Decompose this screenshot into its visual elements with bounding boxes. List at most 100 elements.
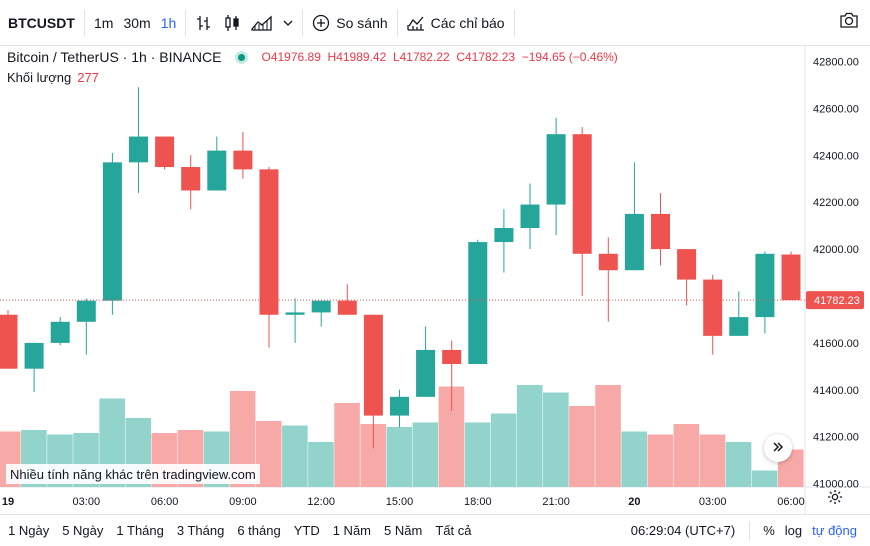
candle-body — [311, 300, 331, 313]
bottom-divider — [749, 521, 751, 540]
price-tick-label: 42000.00 — [813, 244, 859, 256]
compare-button[interactable]: So sánh — [307, 8, 392, 38]
volume-legend[interactable]: Khối lượng 277 — [7, 70, 99, 85]
volume-bar — [543, 392, 569, 487]
price-chart[interactable]: 42800.00 42600.00 42400.00 42200.00 42000.00… — [0, 46, 870, 514]
range-5y[interactable]: 5 Năm — [384, 523, 423, 538]
top-toolbar: BTCUSDT 1m 30m 1h — [0, 0, 870, 46]
area-chart-icon — [251, 14, 273, 32]
market-status-icon[interactable] — [235, 50, 249, 64]
candle-body — [468, 242, 488, 365]
candle-body — [155, 136, 175, 168]
candle-body — [520, 204, 540, 228]
candle-body — [755, 253, 775, 318]
range-1d[interactable]: 1 Ngày — [8, 523, 50, 538]
candle-body — [624, 213, 644, 271]
toolbar-divider — [396, 9, 398, 36]
interval-30m[interactable]: 30m — [123, 14, 151, 31]
range-3m[interactable]: 3 Tháng — [176, 523, 225, 538]
chart-style-dropdown[interactable] — [278, 8, 298, 38]
volume-bar — [464, 422, 491, 487]
price-tick-label: 42600.00 — [813, 103, 859, 115]
time-tick-label: 06:00 — [151, 496, 179, 508]
candle-body — [442, 349, 462, 365]
range-1y[interactable]: 1 Năm — [332, 523, 372, 538]
candle-body — [390, 396, 409, 416]
volume-bar — [569, 406, 595, 487]
candle-body — [259, 169, 279, 315]
volume-bar — [673, 424, 700, 487]
scroll-to-realtime-button[interactable] — [764, 434, 792, 462]
time-tick-label: 19 — [2, 496, 14, 508]
chevron-down-icon — [283, 18, 293, 28]
candle-body — [363, 314, 383, 416]
candle-body — [416, 349, 436, 397]
area-style-button[interactable] — [246, 8, 278, 38]
last-price-label: 41782.23 — [814, 295, 860, 307]
candle-body — [207, 150, 227, 191]
range-5d[interactable]: 5 Ngày — [62, 523, 104, 538]
volume-bar — [412, 422, 439, 487]
candle-body — [572, 134, 592, 254]
time-tick-label: 09:00 — [229, 496, 257, 508]
double-chevron-right-icon — [772, 440, 784, 456]
range-ytd[interactable]: YTD — [293, 523, 320, 538]
price-tick-label: 41200.00 — [813, 432, 859, 444]
ohlc-low: L41782.22 — [392, 50, 450, 64]
range-all[interactable]: Tất cả — [435, 523, 472, 538]
symbol-search[interactable]: BTCUSDT — [8, 14, 75, 31]
tradingview-promo-link[interactable]: Nhiều tính năng khác trên tradingview.co… — [6, 464, 260, 484]
time-tick-label: 21:00 — [542, 496, 570, 508]
candle-body — [598, 253, 618, 271]
volume-bar — [308, 442, 334, 487]
time-tick-label: 15:00 — [386, 496, 414, 508]
compare-label: So sánh — [336, 14, 388, 31]
candle-body — [285, 312, 305, 315]
camera-icon — [839, 11, 859, 34]
time-tick-label: 06:00 — [777, 496, 805, 508]
price-axis: 42800.00 42600.00 42400.00 42200.00 42000.00… — [806, 57, 864, 491]
bars-icon — [195, 14, 213, 32]
candle-body — [781, 254, 801, 301]
bar-style-button[interactable] — [190, 8, 218, 38]
volume-bar — [647, 434, 674, 487]
snapshot-button[interactable] — [834, 8, 864, 38]
volume-bar — [621, 431, 647, 487]
candle-body — [50, 321, 70, 343]
bottom-toolbar: 1 Ngày 5 Ngày 1 Tháng 3 Tháng 6 tháng YT… — [0, 514, 870, 546]
chart-settings-button[interactable] — [826, 489, 844, 508]
chart-area[interactable]: 42800.00 42600.00 42400.00 42200.00 42000.00… — [0, 46, 870, 514]
indicators-button[interactable]: Các chỉ báo — [402, 8, 510, 38]
candle-body — [494, 227, 514, 243]
candle-body — [337, 300, 357, 315]
time-tick-label: 20 — [628, 496, 640, 508]
price-tick-label: 42400.00 — [813, 150, 859, 162]
time-tick-label: 03:00 — [699, 496, 727, 508]
symbol-legend: Bitcoin / TetherUS · 1h · BINANCE O41976… — [7, 49, 618, 65]
price-tick-label: 42800.00 — [813, 57, 859, 69]
volume-bar — [751, 470, 778, 487]
ohlc-values: O41976.89 H41989.42 L41782.22 C41782.23 … — [261, 50, 617, 64]
candle-body — [677, 249, 697, 280]
candle-style-button[interactable] — [218, 8, 246, 38]
interval-1m[interactable]: 1m — [94, 14, 114, 31]
symbol-title[interactable]: Bitcoin / TetherUS · 1h · BINANCE — [7, 49, 222, 65]
candles-icon — [223, 14, 241, 32]
volume-bar — [282, 425, 308, 487]
auto-scale-toggle[interactable]: tự động — [812, 523, 857, 538]
log-scale-toggle[interactable]: log — [784, 523, 803, 538]
volume-bar — [490, 413, 517, 487]
volume-bar — [595, 385, 621, 487]
toolbar-divider — [513, 9, 515, 36]
percent-scale-toggle[interactable]: % — [763, 523, 775, 538]
range-6m[interactable]: 6 tháng — [237, 523, 281, 538]
toolbar-divider — [302, 9, 304, 36]
interval-1h[interactable]: 1h — [160, 14, 177, 31]
timezone-clock[interactable]: 06:29:04 (UTC+7) — [630, 523, 736, 538]
range-1m[interactable]: 1 Tháng — [116, 523, 164, 538]
candle-body — [181, 167, 201, 191]
plus-circle-icon — [312, 14, 330, 32]
candle-body — [546, 134, 566, 205]
price-tick-label: 41000.00 — [813, 479, 859, 491]
volume-bar — [334, 403, 360, 487]
